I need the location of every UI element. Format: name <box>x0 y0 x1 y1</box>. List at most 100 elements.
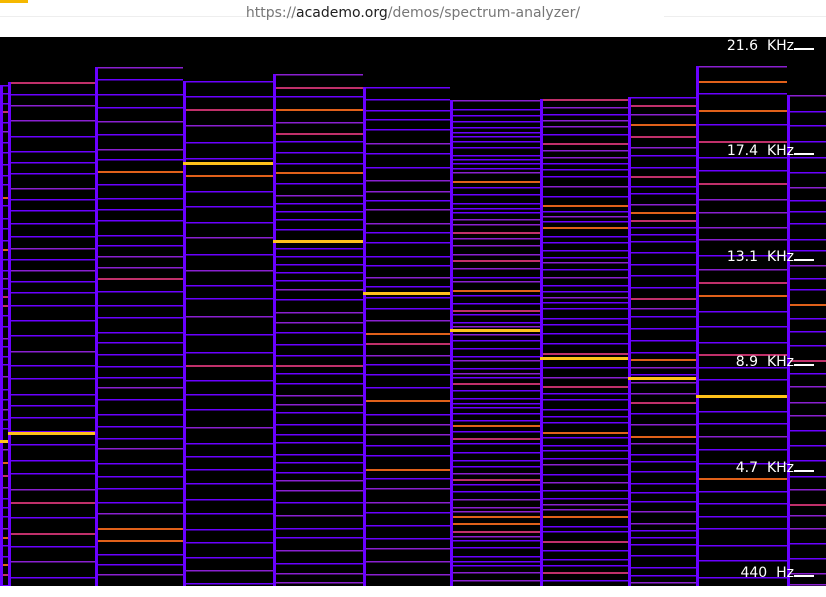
spectrum-line <box>0 142 8 144</box>
spectrum-line <box>95 159 183 161</box>
spectrum-line <box>787 489 826 491</box>
spectrum-line <box>450 172 540 174</box>
spectrum-line <box>0 278 8 280</box>
spectrum-line <box>450 159 540 161</box>
spectrum-line <box>787 515 826 517</box>
spectrum-line <box>95 317 183 319</box>
freq-label-440hz: 440 Hz <box>740 565 794 581</box>
spectrum-line <box>696 503 787 505</box>
spectrum-line <box>628 575 696 577</box>
spectrum-line <box>183 352 273 354</box>
spectrum-line <box>273 355 363 357</box>
freq-unit: Hz <box>776 565 794 581</box>
spectrum-line <box>696 560 787 562</box>
spectrum-line <box>273 454 363 456</box>
spectrum-line <box>450 132 540 134</box>
freq-label-4-7khz: 4.7 KHz <box>736 460 794 476</box>
spectrum-line <box>363 455 450 457</box>
spectrum-line <box>8 270 95 272</box>
spectrum-line <box>95 245 183 247</box>
spectrum-line <box>183 96 273 98</box>
spectrum-line <box>696 367 787 369</box>
spectrum-line <box>8 577 95 579</box>
spectrum-line <box>787 157 826 159</box>
spectrum-line <box>450 443 540 445</box>
spectrum-line <box>8 199 95 201</box>
spectrum-line <box>450 398 540 400</box>
spectrum-line <box>8 173 95 175</box>
spectrum-line <box>628 97 696 99</box>
spectrum-line <box>273 109 363 111</box>
spectrum-line <box>450 368 540 370</box>
spectrum-line <box>273 219 363 221</box>
spectrum-line <box>450 232 540 234</box>
url-field[interactable] <box>312 2 664 24</box>
spectrum-line <box>183 365 273 367</box>
spectrum-line <box>363 265 450 267</box>
spectrum-line <box>363 502 450 504</box>
spectrum-line <box>95 377 183 379</box>
spectrum-line <box>8 502 95 504</box>
spectrum-line <box>95 448 183 450</box>
spectrum-line <box>0 259 8 261</box>
spectrum-line <box>0 175 8 177</box>
spectrum-line <box>363 320 450 322</box>
spectrum-line <box>540 386 628 388</box>
spectrum-line <box>0 205 8 207</box>
spectrum-line <box>95 342 183 344</box>
freq-label-8-9khz: 8.9 KHz <box>736 354 794 370</box>
spectrum-line <box>787 402 826 404</box>
spectrum-line <box>8 444 95 446</box>
spectrum-line <box>273 229 363 231</box>
spectrum-line <box>628 471 696 473</box>
spectrum-line <box>628 483 696 485</box>
spectrum-line <box>273 289 363 291</box>
spectrum-line <box>183 409 273 411</box>
spectrum-line <box>95 209 183 211</box>
spectrum-line <box>450 484 540 486</box>
spectrum-line <box>363 286 450 288</box>
spectrum-line <box>540 464 628 466</box>
spectrum-line <box>273 256 363 258</box>
spectrum-line <box>540 176 628 178</box>
spectrum-line <box>8 136 95 138</box>
spectrum-line <box>273 563 363 565</box>
spectrum-line <box>450 260 540 262</box>
spectrum-line <box>0 103 8 105</box>
column-edge <box>363 87 366 586</box>
spectrum-line <box>628 155 696 157</box>
freq-unit: KHz <box>766 354 794 370</box>
spectrum-line <box>0 270 8 272</box>
url-text[interactable]: https://academo.org/demos/spectrum-analy… <box>0 5 826 21</box>
spectrum-line <box>450 219 540 221</box>
spectrum-line <box>450 268 540 270</box>
spectrum-line <box>95 256 183 258</box>
spectrum-line <box>540 580 628 582</box>
spectrum-line <box>363 297 450 299</box>
spectrum-line <box>95 366 183 368</box>
spectrum-line <box>273 472 363 474</box>
spectrum-line <box>540 324 628 326</box>
spectrum-line <box>628 424 696 426</box>
spectrum-line <box>0 528 8 530</box>
spectrum-line <box>0 131 8 133</box>
spectrum-line <box>273 299 363 301</box>
spectrum-line <box>540 541 628 543</box>
spectrum-line <box>787 360 826 362</box>
spectrum-line <box>696 311 787 313</box>
spectrum-line <box>0 419 8 421</box>
spectrum-line <box>8 533 95 535</box>
spectrum-line <box>450 208 540 210</box>
spectrum-line <box>540 107 628 109</box>
spectrum-line <box>628 555 696 557</box>
spectrum-line <box>787 95 826 97</box>
spectrum-line <box>363 525 450 527</box>
spectrum-line <box>787 573 826 575</box>
spectrum-line <box>540 211 628 213</box>
spectrum-line <box>540 445 628 447</box>
spectrum-line <box>450 115 540 117</box>
spectrum-line <box>450 277 540 279</box>
spectrum-line <box>8 517 95 519</box>
spectrum-line <box>696 436 787 438</box>
spectrum-line <box>183 443 273 445</box>
